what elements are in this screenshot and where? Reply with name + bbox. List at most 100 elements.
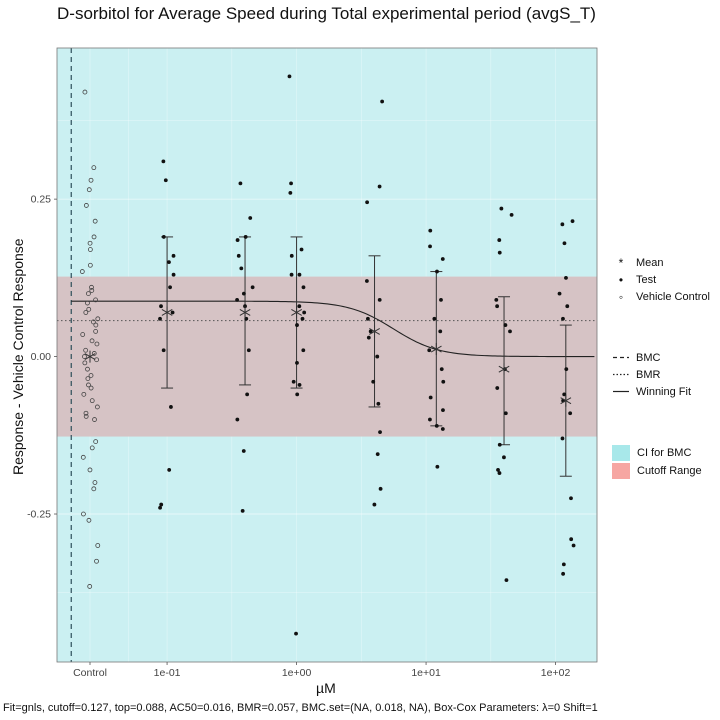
test-point [375,452,380,457]
vehicle-control-point [86,306,92,312]
legend-label: Winning Fit [636,385,692,398]
vehicle-control-point [92,218,98,224]
vehicle-control-point [88,177,94,183]
mean-asterisk-stroke [84,353,96,361]
test-point [497,442,502,447]
mean-asterisk-stroke [430,345,442,353]
solid-line-icon [613,390,629,393]
legend-item-bmr: BMR [612,366,691,383]
test-point [302,310,307,315]
vehicle-control-point [86,187,92,193]
legend-label: CI for BMC [637,446,692,459]
dashed-line-icon [613,356,629,359]
mean-marker [560,394,572,407]
test-point [300,316,305,321]
test-point [440,257,445,261]
test-point [441,408,445,413]
test-point [238,181,243,186]
vehicle-control-point [92,480,98,485]
vehicle-control-point [90,319,96,325]
vehicle-control-point [86,382,91,388]
test-point [508,329,512,334]
vehicle-control-point [91,351,97,356]
test-point [299,247,304,252]
vehicle-control-point [82,354,87,359]
test-point [441,379,446,384]
test-point [371,379,376,384]
test-point [571,543,576,548]
test-point [377,297,382,302]
test-point [499,206,504,211]
test-point [289,253,294,258]
test-point [301,348,306,353]
vehicle-control-point [93,322,99,328]
test-point [427,348,432,353]
test-point [295,360,299,365]
legend-item-test: • Test [612,271,710,288]
test-point [438,329,443,334]
legend-item-winning-fit: Winning Fit [612,383,691,400]
vehicle-control-point [89,398,95,404]
asterisk-icon: * [618,255,624,270]
legend-label: Mean [636,256,664,269]
vehicle-control-point [81,391,87,397]
test-point [561,316,565,321]
vehicle-control-point [81,511,86,517]
test-point [570,219,575,224]
test-point [504,578,509,583]
vehicle-control-point [95,543,101,548]
test-point [169,405,173,409]
test-point [440,427,445,431]
test-point [428,228,433,233]
mean-marker [161,306,173,319]
winning-fit-curve [71,300,595,358]
vehicle-control-point [86,291,91,297]
vehicle-control-point [83,347,89,353]
test-point [428,395,433,400]
test-point [241,449,246,453]
test-point [561,571,566,576]
fit-caption: Fit=gnls, cutoff=0.127, top=0.088, AC50=… [3,702,598,714]
vehicle-control-point [94,341,100,347]
chart-title: D-sorbitol for Average Speed during Tota… [57,4,596,23]
legend-points: * Mean • Test ◦ Vehicle Control [612,254,710,305]
test-point [376,401,381,406]
y-axis-label: Response - Vehicle Control Response [10,238,26,475]
vehicle-control-point [92,417,97,422]
test-point [301,285,306,290]
test-point [497,471,502,475]
vehicle-control-point [87,262,93,268]
vehicle-control-point [86,517,92,523]
legend-item-cutoff-range: Cutoff Range [612,462,702,479]
test-point [496,468,500,472]
vehicle-control-point [91,165,97,171]
vehicle-control-point [93,439,99,444]
test-point [569,496,573,501]
test-point [246,348,251,353]
test-point [503,323,508,327]
test-point [497,238,502,242]
test-point [495,386,500,390]
test-point [240,508,245,513]
mean-marker [291,306,303,319]
mean-asterisk-stroke [498,365,510,373]
mean-asterisk-stroke [369,327,380,335]
test-point [158,505,162,510]
control-mean-marker [84,350,96,363]
vehicle-control-point [83,413,89,419]
test-point [366,335,371,340]
test-point [245,392,250,397]
vehicle-control-point [79,269,85,274]
x-tick-label: Control [73,667,107,679]
test-point [509,212,514,217]
test-point [289,181,293,186]
test-point [297,272,302,277]
test-point [297,383,302,387]
vehicle-control-point [93,297,98,303]
legend-label: Test [636,273,657,286]
mean-marker [498,363,510,376]
mean-asterisk-stroke [239,309,251,316]
test-point [378,430,382,435]
test-point [568,411,573,416]
